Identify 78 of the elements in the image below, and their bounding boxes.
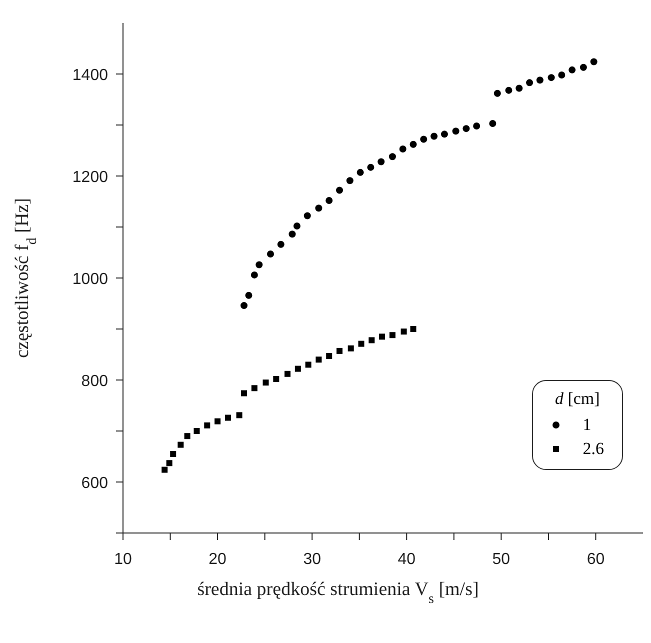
point [240, 302, 248, 310]
point [262, 380, 269, 386]
point [379, 334, 386, 340]
point [526, 79, 534, 86]
x-tick-label: 10 [114, 551, 132, 568]
legend-title: d [cm] [554, 389, 601, 409]
point [245, 292, 252, 299]
point [420, 136, 428, 143]
point [170, 450, 176, 457]
point [251, 385, 258, 392]
point [536, 76, 544, 84]
point [204, 422, 210, 428]
point [288, 230, 296, 238]
x-tick-label: 40 [398, 551, 416, 568]
point [590, 58, 598, 66]
point [162, 466, 168, 473]
point [440, 130, 448, 138]
point [346, 177, 354, 184]
y-tick-label: 600 [81, 475, 108, 492]
point [194, 428, 200, 434]
point [430, 132, 438, 140]
point [315, 204, 322, 212]
y-tick-label: 1000 [72, 271, 108, 288]
x-tick-label: 20 [208, 551, 227, 568]
point [580, 64, 587, 71]
point [558, 72, 566, 79]
point [293, 222, 300, 230]
point [389, 332, 396, 338]
y-tick-label: 1400 [72, 67, 108, 84]
point [378, 158, 385, 166]
x-axis-title: średnia prędkość strumienia V$_{s}$ [m/s] [197, 579, 479, 606]
point [399, 145, 406, 152]
point [462, 125, 470, 132]
point [236, 412, 242, 418]
point [494, 90, 501, 97]
point [305, 362, 312, 368]
point [224, 414, 231, 421]
point [400, 328, 407, 335]
point [326, 353, 332, 360]
point [336, 348, 343, 354]
y-tick-label: 1200 [72, 169, 108, 186]
x-tick-label: 30 [303, 551, 322, 568]
point [473, 122, 480, 130]
point [336, 186, 344, 194]
point [273, 376, 280, 382]
point [214, 418, 221, 424]
point [489, 120, 496, 127]
point [178, 442, 184, 448]
legend-label: 1 [582, 415, 592, 435]
point [410, 140, 417, 148]
legend-label: 2.6 [582, 439, 604, 459]
point [250, 271, 258, 278]
point [348, 345, 354, 352]
point [568, 66, 576, 74]
point [516, 84, 523, 92]
point [326, 196, 333, 204]
point [548, 74, 555, 82]
point [241, 390, 248, 396]
point [166, 460, 172, 466]
point [368, 337, 375, 344]
point [367, 164, 374, 171]
point [316, 356, 322, 363]
point [294, 366, 301, 372]
y-tick-label: 800 [81, 373, 108, 390]
point [452, 128, 460, 135]
point [277, 240, 284, 248]
point [505, 86, 512, 94]
point [284, 370, 291, 377]
point [358, 340, 364, 347]
point [356, 168, 364, 176]
point [184, 433, 190, 440]
point [266, 250, 274, 258]
x-tick-label: 60 [586, 551, 605, 568]
point [304, 212, 311, 220]
x-tick-label: 50 [492, 551, 510, 568]
point [410, 326, 416, 332]
point [256, 261, 263, 268]
point [388, 153, 396, 160]
